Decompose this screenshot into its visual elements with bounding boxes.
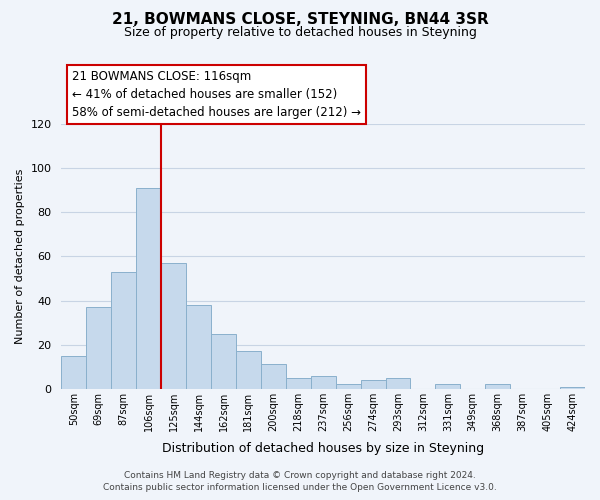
Bar: [86, 307, 111, 388]
Bar: [436, 384, 460, 388]
Text: Contains HM Land Registry data © Crown copyright and database right 2024.
Contai: Contains HM Land Registry data © Crown c…: [103, 471, 497, 492]
Bar: [286, 378, 311, 388]
Bar: [560, 386, 585, 388]
Bar: [485, 384, 510, 388]
Bar: [261, 364, 286, 388]
Bar: [111, 272, 136, 388]
Bar: [61, 356, 86, 388]
Y-axis label: Number of detached properties: Number of detached properties: [15, 169, 25, 344]
X-axis label: Distribution of detached houses by size in Steyning: Distribution of detached houses by size …: [162, 442, 484, 455]
Bar: [161, 263, 186, 388]
Text: Size of property relative to detached houses in Steyning: Size of property relative to detached ho…: [124, 26, 476, 39]
Bar: [335, 384, 361, 388]
Bar: [311, 376, 335, 388]
Bar: [361, 380, 386, 388]
Text: 21 BOWMANS CLOSE: 116sqm
← 41% of detached houses are smaller (152)
58% of semi-: 21 BOWMANS CLOSE: 116sqm ← 41% of detach…: [72, 70, 361, 119]
Bar: [186, 305, 211, 388]
Text: 21, BOWMANS CLOSE, STEYNING, BN44 3SR: 21, BOWMANS CLOSE, STEYNING, BN44 3SR: [112, 12, 488, 28]
Bar: [211, 334, 236, 388]
Bar: [136, 188, 161, 388]
Bar: [386, 378, 410, 388]
Bar: [236, 352, 261, 389]
